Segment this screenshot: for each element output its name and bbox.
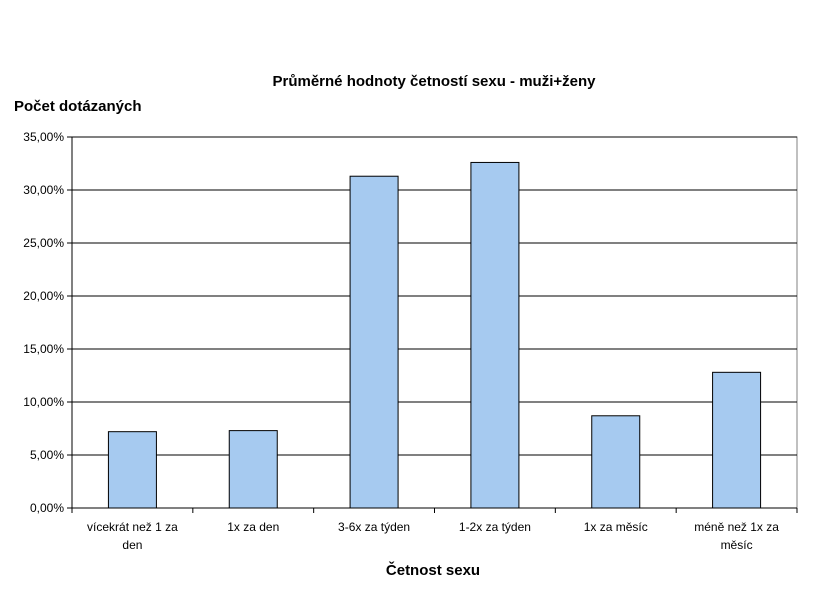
x-category-label: 1-2x za týden — [459, 520, 531, 534]
y-tick-label: 35,00% — [23, 130, 64, 144]
bar — [712, 371, 762, 509]
y-axis-label: Počet dotázaných — [14, 98, 142, 115]
bar — [470, 161, 520, 509]
x-category-label: vícekrát než 1 za — [87, 520, 178, 534]
x-category-label: 1x za měsíc — [584, 520, 648, 534]
x-category-label: 3-6x za týden — [338, 520, 410, 534]
y-tick-label: 5,00% — [30, 448, 64, 462]
y-tick-label: 25,00% — [23, 236, 64, 250]
y-tick-label: 20,00% — [23, 289, 64, 303]
bar — [228, 430, 278, 509]
y-tick-label: 30,00% — [23, 183, 64, 197]
x-category-label: 1x za den — [227, 520, 279, 534]
chart-title: Průměrné hodnoty četností sexu - muži+že… — [273, 73, 597, 90]
y-tick-label: 0,00% — [30, 501, 64, 515]
x-axis-label: Četnost sexu — [386, 561, 480, 579]
bar — [349, 175, 399, 509]
bar — [107, 431, 157, 509]
bar — [591, 415, 641, 509]
y-tick-label: 10,00% — [23, 395, 64, 409]
x-category-label: méně než 1x za — [694, 520, 779, 534]
x-category-label: den — [122, 538, 142, 552]
x-category-label: měsíc — [721, 538, 753, 552]
y-tick-label: 15,00% — [23, 342, 64, 356]
plot-area — [71, 136, 798, 509]
